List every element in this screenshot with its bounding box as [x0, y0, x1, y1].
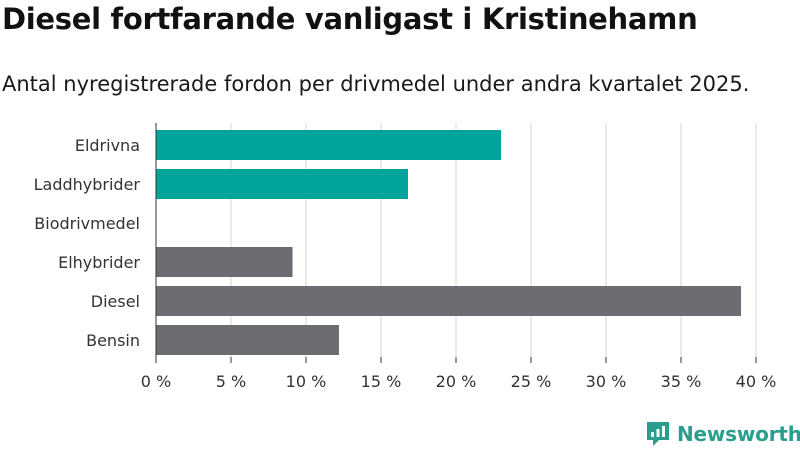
newsworthy-logo-icon: [647, 422, 669, 446]
bar: [156, 169, 408, 199]
category-label: Laddhybrider: [34, 175, 141, 194]
x-tick-label: 20 %: [436, 372, 477, 391]
bar: [156, 130, 501, 160]
newsworthy-logo-text: Newsworthy: [677, 422, 800, 446]
bar: [156, 325, 339, 355]
bar-chart: Eldrivna Laddhybrider Biodrivmedel Elhybrid…: [34, 123, 777, 391]
x-tick-label: 15 %: [361, 372, 402, 391]
category-label: Elhybrider: [58, 253, 140, 272]
category-label: Bensin: [86, 331, 140, 350]
x-tick-label: 30 %: [586, 372, 627, 391]
x-tick-label: 25 %: [511, 372, 552, 391]
category-label: Biodrivmedel: [34, 214, 140, 233]
chart-title: Diesel fortfarande vanligast i Kristineh…: [2, 2, 698, 36]
category-label: Eldrivna: [75, 136, 140, 155]
bar: [156, 247, 293, 277]
x-tick-label: 40 %: [736, 372, 777, 391]
x-tick-label: 35 %: [661, 372, 702, 391]
x-tick-label: 5 %: [216, 372, 246, 391]
newsworthy-logo: Newsworthy: [645, 420, 800, 448]
chart-subtitle: Antal nyregistrerade fordon per drivmede…: [2, 72, 750, 96]
x-tick-label: 10 %: [286, 372, 327, 391]
category-label: Diesel: [91, 292, 140, 311]
bar: [156, 286, 741, 316]
x-tick-label: 0 %: [141, 372, 171, 391]
